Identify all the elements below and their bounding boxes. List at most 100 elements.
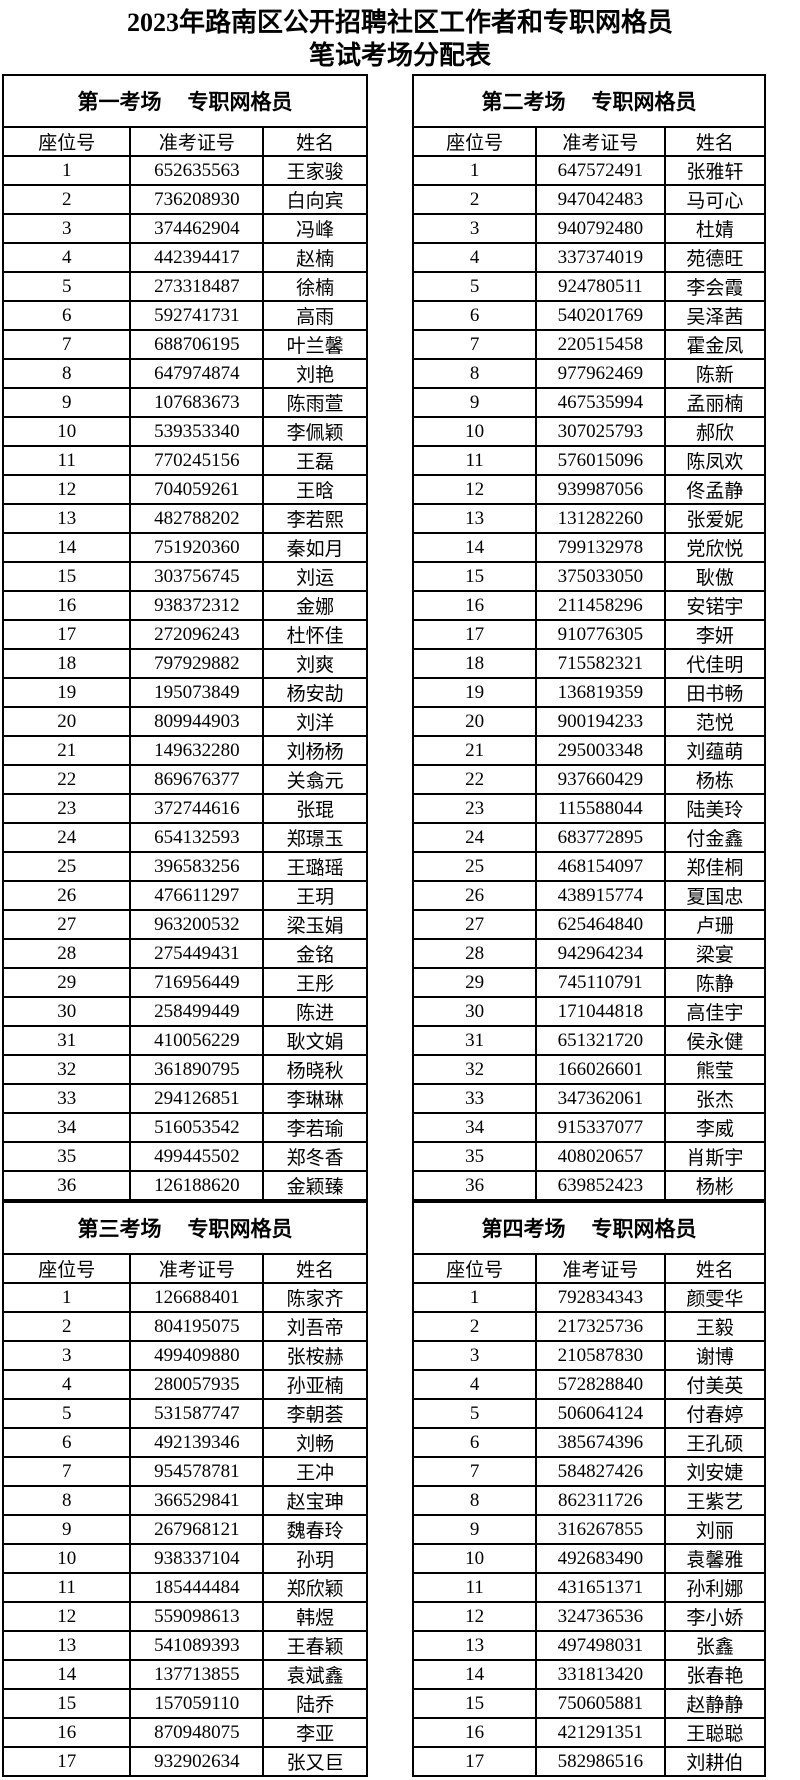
table-row: 19 195073849 杨安劼: [1, 677, 368, 708]
table-row: 1 792834343 颜雯华: [411, 1282, 767, 1313]
name-cell: 安锘宇: [663, 590, 767, 621]
room-header: 第一考场 专职网格员: [2, 74, 368, 128]
ticket-number-cell: 940792480: [535, 213, 666, 244]
ticket-number-cell: 942964234: [535, 938, 666, 969]
ticket-number-cell: 442394417: [129, 242, 265, 273]
name-cell: 王毅: [663, 1311, 767, 1342]
table-row: 24 683772895 付金鑫: [411, 822, 767, 853]
ticket-number-cell: 654132593: [129, 822, 265, 853]
name-cell: 孙亚楠: [262, 1369, 368, 1400]
table-row: 3 374462904 冯峰: [1, 213, 368, 244]
name-cell: 高佳宇: [663, 996, 767, 1027]
table-row: 12 324736536 李小娇: [411, 1601, 767, 1632]
table-row: 4 442394417 赵楠: [1, 242, 368, 273]
seat-number-cell: 16: [411, 590, 538, 621]
seat-number-cell: 6: [411, 300, 538, 331]
seat-number-cell: 15: [411, 561, 538, 592]
room-header-row: 第四考场 专职网格员: [412, 1201, 766, 1255]
seat-number-cell: 3: [411, 213, 538, 244]
name-cell: 袁斌鑫: [262, 1659, 368, 1690]
seat-number-cell: 9: [411, 387, 538, 418]
ticket-number-cell: 541089393: [129, 1630, 265, 1661]
seat-number-cell: 16: [1, 590, 132, 621]
table-row: 12 704059261 王晗: [1, 474, 368, 505]
room-header-row: 第二考场 专职网格员: [412, 74, 766, 128]
table-row: 32 166026601 熊莹: [411, 1054, 767, 1085]
name-cell: 田书畅: [663, 677, 767, 708]
seat-number-cell: 13: [1, 503, 132, 534]
seat-number-cell: 22: [1, 764, 132, 795]
table-row: 9 316267855 刘丽: [411, 1514, 767, 1545]
name-cell: 吴泽茜: [663, 300, 767, 331]
ticket-number-cell: 915337077: [535, 1112, 666, 1143]
name-cell: 孟丽楠: [663, 387, 767, 418]
name-cell: 郝欣: [663, 416, 767, 447]
table-row: 13 541089393 王春颖: [1, 1630, 368, 1661]
table-row: 5 506064124 付春婷: [411, 1398, 767, 1429]
seat-number-cell: 23: [411, 793, 538, 824]
ticket-number-cell: 540201769: [535, 300, 666, 331]
table-row: 11 770245156 王磊: [1, 445, 368, 476]
ticket-number-cell: 166026601: [535, 1054, 666, 1085]
name-cell: 王璐瑶: [262, 851, 368, 882]
seat-number-cell: 17: [1, 619, 132, 650]
page-title: 2023年路南区公开招聘社区工作者和专职网格员 笔试考场分配表: [0, 0, 800, 72]
table-row: 30 171044818 高佳宇: [411, 996, 767, 1027]
table-row: 12 939987056 佟孟静: [411, 474, 767, 505]
name-cell: 杨彬: [663, 1170, 767, 1201]
exam-room-1-table: 第一考场 专职网格员 座位号 准考证号 姓名 1 652635563 王家骏 2 7362…: [1, 74, 368, 1201]
ticket-number-cell: 584827426: [535, 1456, 666, 1487]
table-row: 6 540201769 吴泽茜: [411, 300, 767, 331]
seat-number-cell: 25: [1, 851, 132, 882]
seat-number-cell: 5: [411, 1398, 538, 1429]
table-row: 12 559098613 韩煜: [1, 1601, 368, 1632]
table-row: 8 977962469 陈新: [411, 358, 767, 389]
ticket-number-cell: 220515458: [535, 329, 666, 360]
table-row: 9 467535994 孟丽楠: [411, 387, 767, 418]
seat-number-cell: 21: [411, 735, 538, 766]
seat-number-cell: 7: [1, 1456, 132, 1487]
seat-number-cell: 2: [1, 1311, 132, 1342]
ticket-number-cell: 303756745: [129, 561, 265, 592]
name-cell: 付美英: [663, 1369, 767, 1400]
table-row: 2 804195075 刘吾帝: [1, 1311, 368, 1342]
name-cell: 张鑫: [663, 1630, 767, 1661]
ticket-number-cell: 809944903: [129, 706, 265, 737]
name-cell: 张爱妮: [663, 503, 767, 534]
name-cell: 熊莹: [663, 1054, 767, 1085]
column-header-name: 姓名: [663, 1253, 767, 1284]
seat-number-cell: 8: [411, 358, 538, 389]
name-cell: 王晗: [262, 474, 368, 505]
seat-number-cell: 8: [1, 1485, 132, 1516]
room-label: 第一考场: [77, 90, 162, 114]
name-cell: 韩煜: [262, 1601, 368, 1632]
room-category-label: 专职网格员: [591, 90, 697, 114]
room-category-label: 专职网格员: [187, 1217, 293, 1241]
table-row: 15 375033050 耿傲: [411, 561, 767, 592]
name-cell: 赵静静: [663, 1688, 767, 1719]
seat-number-cell: 10: [411, 1543, 538, 1574]
seat-number-cell: 10: [1, 1543, 132, 1574]
exam-room-4-table: 第四考场 专职网格员 座位号 准考证号 姓名 1 792834343 颜雯华 2 2173…: [411, 1201, 767, 1777]
ticket-number-cell: 954578781: [129, 1456, 265, 1487]
table-row: 27 625464840 卢珊: [411, 909, 767, 940]
ticket-number-cell: 482788202: [129, 503, 265, 534]
table-row: 33 347362061 张杰: [411, 1083, 767, 1114]
room-category-label: 专职网格员: [591, 1217, 697, 1241]
ticket-number-cell: 750605881: [535, 1688, 666, 1719]
name-cell: 李朝荟: [262, 1398, 368, 1429]
column-header-ticket: 准考证号: [129, 1253, 265, 1284]
table-row: 8 366529841 赵宝珅: [1, 1485, 368, 1516]
ticket-number-cell: 126688401: [129, 1282, 265, 1313]
table-row: 10 539353340 李佩颖: [1, 416, 368, 447]
name-cell: 党欣悦: [663, 532, 767, 563]
name-cell: 袁馨雅: [663, 1543, 767, 1574]
table-row: 7 584827426 刘安婕: [411, 1456, 767, 1487]
table-row: 29 745110791 陈静: [411, 967, 767, 998]
name-cell: 刘爽: [262, 648, 368, 679]
tables-container: 第一考场 专职网格员 座位号 准考证号 姓名 1 652635563 王家骏 2 7362…: [0, 72, 800, 1777]
seat-number-cell: 12: [1, 474, 132, 505]
ticket-number-cell: 647572491: [535, 155, 666, 186]
table-row: 36 126188620 金颖臻: [1, 1170, 368, 1201]
ticket-number-cell: 295003348: [535, 735, 666, 766]
